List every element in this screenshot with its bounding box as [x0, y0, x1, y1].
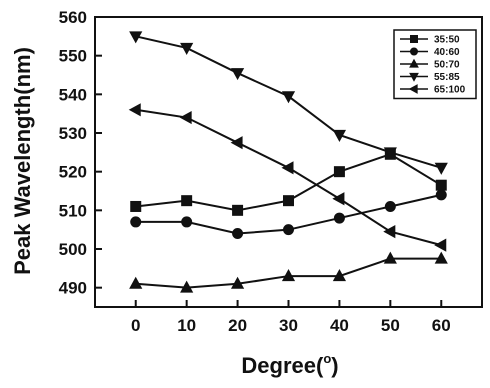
data-point-triangle-down [230, 68, 245, 81]
legend-entry: 65:100 [400, 84, 466, 96]
legend-marker-square [410, 35, 418, 43]
legend-label: 55:85 [434, 72, 460, 83]
legend-marker-triangle-down [409, 72, 419, 82]
x-axis-title: Degree(o) [241, 351, 338, 378]
data-point-triangle-down [434, 162, 448, 175]
data-point-circle [283, 224, 294, 236]
y-tick-label: 540 [59, 85, 87, 104]
data-point-triangle-left [128, 103, 141, 117]
legend-entry: 55:85 [400, 72, 460, 83]
data-point-square [130, 200, 142, 212]
data-point-triangle-up [383, 251, 397, 264]
data-point-square [333, 166, 345, 178]
data-point-triangle-down [383, 147, 397, 160]
data-point-triangle-left [383, 225, 396, 239]
legend-entry: 40:60 [400, 47, 460, 58]
data-point-circle [333, 212, 345, 224]
data-point-triangle-down [180, 42, 194, 55]
data-point-circle [130, 216, 142, 228]
data-point-square [435, 179, 447, 191]
series-50-70 [129, 251, 448, 293]
y-tick-label: 490 [59, 279, 87, 298]
x-axis-title-main: Degree( [241, 353, 324, 378]
data-point-circle [181, 216, 193, 228]
y-tick-label: 510 [59, 201, 87, 220]
legend-entry: 35:50 [400, 35, 460, 46]
data-point-circle [435, 189, 447, 201]
series-65-100 [128, 103, 447, 252]
data-point-triangle-down [332, 129, 347, 142]
series-55-85 [129, 31, 448, 175]
y-tick-label: 500 [59, 240, 87, 259]
legend-label: 40:60 [434, 47, 460, 58]
x-tick-label: 0 [131, 316, 140, 335]
data-point-square [232, 204, 244, 216]
data-point-triangle-down [129, 31, 143, 44]
data-point-square [181, 195, 193, 207]
legend-marker-circle [410, 47, 418, 56]
data-point-triangle-up [180, 280, 194, 293]
data-point-circle [232, 228, 244, 240]
x-axis-title-degree-sup: o [323, 351, 331, 366]
axis-ticks: 0 10 20 30 40 50 60 490 500 510 520 530 540 550 560 [59, 8, 451, 335]
y-tick-label: 520 [59, 163, 87, 182]
legend-label: 50:70 [434, 60, 460, 71]
x-tick-label: 50 [381, 316, 400, 335]
data-point-triangle-up [129, 276, 143, 289]
legend-label: 65:100 [434, 85, 466, 96]
data-point-triangle-down [281, 91, 296, 104]
data-point-triangle-up [332, 269, 347, 282]
legend-marker-triangle-left [408, 84, 418, 94]
legend-entry: 50:70 [400, 58, 460, 71]
x-tick-label: 60 [432, 316, 451, 335]
y-tick-label: 560 [59, 8, 87, 27]
data-point-triangle-up [281, 269, 296, 282]
data-point-triangle-left [434, 238, 447, 252]
legend-label: 35:50 [434, 35, 460, 46]
data-point-triangle-left [179, 110, 192, 125]
legend-marker-triangle-up [409, 58, 419, 68]
data-point-triangle-left [332, 192, 345, 206]
series-40-60 [130, 189, 447, 240]
data-point-triangle-up [434, 251, 448, 264]
x-axis-title-end: ) [331, 353, 338, 378]
y-tick-label: 550 [59, 47, 87, 66]
data-point-circle [384, 200, 396, 212]
series-group [128, 31, 448, 293]
x-tick-label: 20 [228, 316, 247, 335]
data-point-triangle-left [230, 136, 243, 150]
data-point-triangle-left [281, 161, 294, 175]
x-tick-label: 10 [177, 316, 196, 335]
y-tick-label: 530 [59, 124, 87, 143]
data-point-triangle-up [230, 276, 245, 289]
data-point-square [283, 195, 294, 207]
y-axis-title: Peak Wavelength(nm) [10, 47, 35, 275]
x-tick-label: 30 [279, 316, 298, 335]
x-tick-label: 40 [330, 316, 349, 335]
